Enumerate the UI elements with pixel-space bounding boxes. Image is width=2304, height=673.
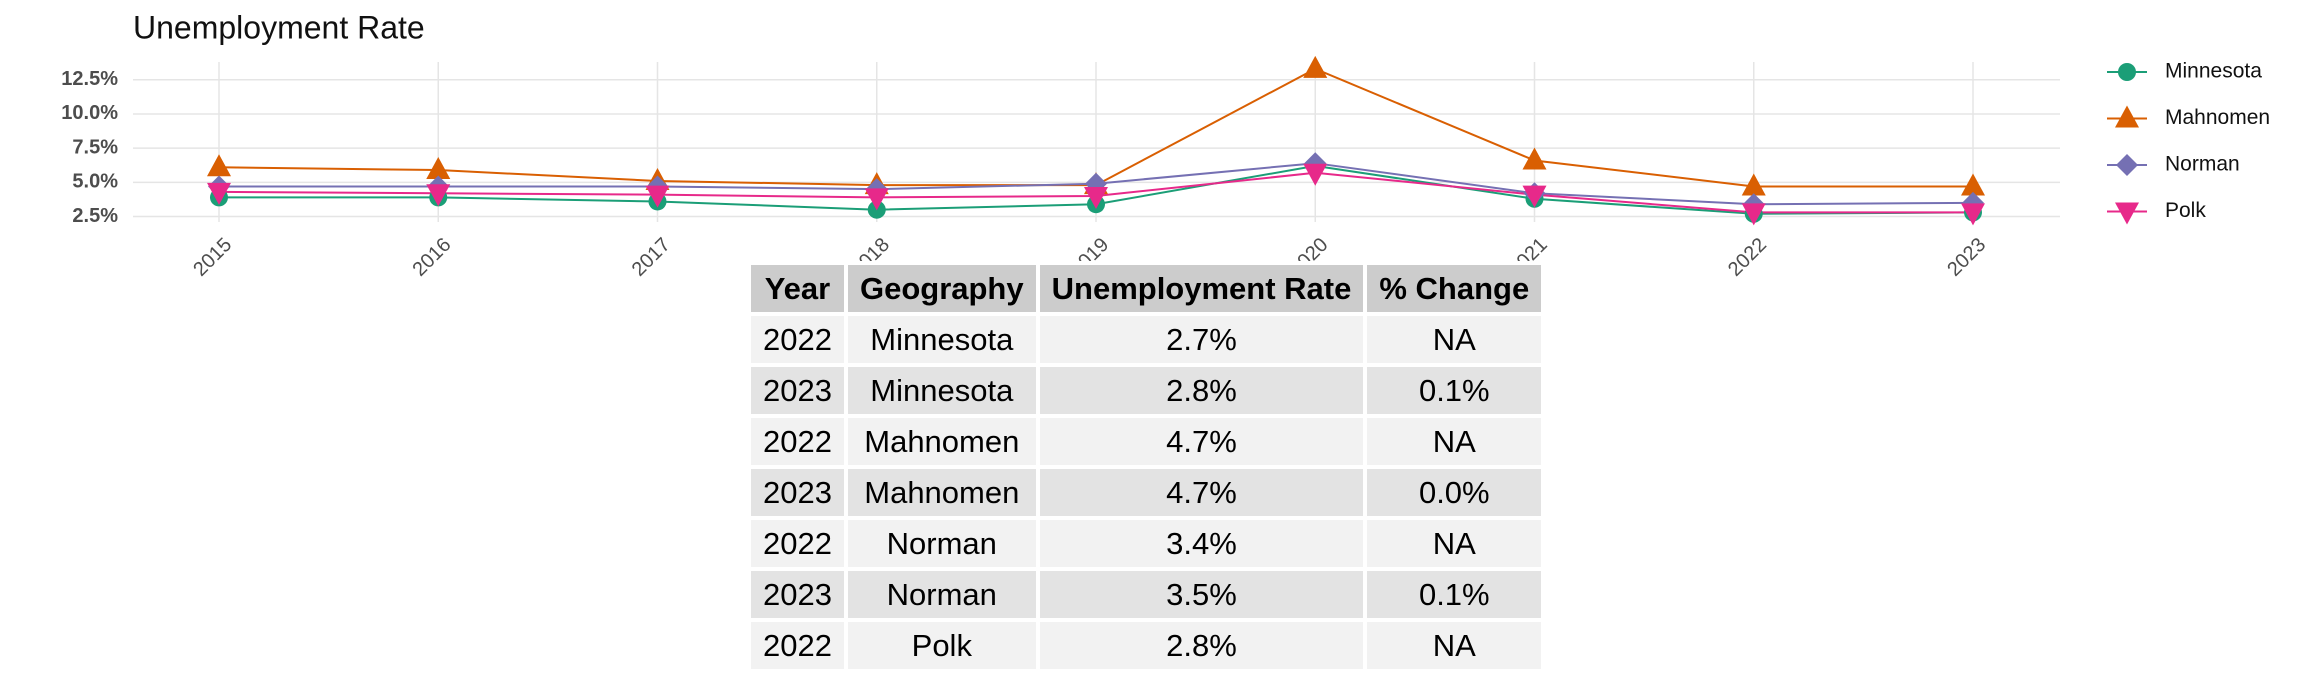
point — [426, 157, 451, 180]
table-cell: 0.0% — [1363, 465, 1546, 520]
table-cell: 2.7% — [1035, 312, 1368, 367]
header-row: Year Geography Unemployment Rate% Change — [747, 261, 1546, 316]
point — [1961, 173, 1985, 196]
point — [1303, 55, 1328, 78]
table-cell: 2.8% — [1035, 363, 1368, 418]
point — [1084, 187, 1108, 210]
column-header: % Change — [1363, 261, 1546, 316]
table-row: 2022 Polk 2.8% NA — [747, 618, 1546, 673]
table-row: 2023 Minnesota 2.8% 0.1% — [747, 363, 1546, 418]
table-row: 2023 Mahnomen 4.7% 0.0% — [747, 465, 1546, 520]
point — [1961, 203, 1985, 226]
table-cell: 2.8% — [1035, 618, 1368, 673]
y-tick-label: 12.5% — [61, 68, 118, 90]
table-cell: 2022 — [747, 618, 848, 673]
y-tick-label: 2.5% — [72, 205, 118, 227]
table-cell: NA — [1363, 312, 1546, 367]
legend-marker — [2115, 202, 2139, 225]
table-cell: 2023 — [747, 567, 848, 622]
table-cell: 2022 — [747, 516, 848, 571]
table-cell: 2022 — [747, 414, 848, 469]
y-tick-label: 5.0% — [72, 171, 118, 193]
x-tick-label: 2015 — [189, 234, 236, 281]
table-cell: Norman — [843, 567, 1040, 622]
point — [207, 154, 231, 177]
y-tick-label: 10.0% — [61, 102, 118, 124]
table-row: 2023 Norman 3.5% 0.1% — [747, 567, 1546, 622]
x-tick-label: 2023 — [1943, 234, 1990, 281]
table-cell: Minnesota — [843, 363, 1040, 418]
table-cell: 0.1% — [1363, 363, 1546, 418]
point — [645, 185, 670, 208]
x-tick-label: 2017 — [628, 234, 675, 281]
table-cell: Minnesota — [843, 312, 1040, 367]
table-row: 2022 Norman 3.4% NA — [747, 516, 1546, 571]
table-cell: 2022 — [747, 312, 848, 367]
table-cell: 4.7% — [1035, 414, 1368, 469]
table-body: 2022 Minnesota 2.7% NA 2023 Minnesota 2.8% 0.1%… — [747, 312, 1546, 673]
table-row: 2022 Mahnomen 4.7% NA — [747, 414, 1546, 469]
point — [426, 184, 451, 207]
table-cell: Polk — [843, 618, 1040, 673]
table-cell: 4.7% — [1035, 465, 1368, 520]
x-tick-label: 2022 — [1724, 234, 1771, 281]
point — [1522, 147, 1547, 170]
x-tick-label: 2016 — [408, 234, 455, 281]
point — [864, 188, 889, 211]
table-cell: 3.4% — [1035, 516, 1368, 571]
table-cell: 2023 — [747, 363, 848, 418]
table-cell: NA — [1363, 516, 1546, 571]
table-cell: NA — [1363, 618, 1546, 673]
table-cell: 0.1% — [1363, 567, 1546, 622]
data-table: Year Geography Unemployment Rate% Change 2… — [747, 261, 1546, 673]
table-row: 2022 Minnesota 2.7% NA — [747, 312, 1546, 367]
table-cell: Mahnomen — [843, 414, 1040, 469]
table-cell: Norman — [843, 516, 1040, 571]
legend-marker — [2116, 154, 2138, 176]
point — [207, 182, 231, 205]
point — [1741, 173, 1766, 196]
table-cell: Mahnomen — [843, 465, 1040, 520]
legend-marker — [2115, 105, 2139, 128]
legend-label: Polk — [2165, 199, 2206, 222]
legend-marker — [2118, 63, 2136, 81]
point — [1303, 163, 1328, 186]
legend-label: Mahnomen — [2165, 106, 2270, 129]
legend-label: Minnesota — [2165, 60, 2262, 83]
table-cell: 2023 — [747, 465, 848, 520]
y-tick-label: 7.5% — [72, 136, 118, 158]
table-cell: 3.5% — [1035, 567, 1368, 622]
legend-label: Norman — [2165, 153, 2240, 176]
point — [1522, 185, 1547, 208]
table-cell: NA — [1363, 414, 1546, 469]
point — [1741, 203, 1766, 226]
column-header: Geography — [843, 261, 1040, 316]
column-header: Year — [747, 261, 848, 316]
column-header: Unemployment Rate — [1035, 261, 1368, 316]
chart-title: Unemployment Rate — [133, 9, 425, 45]
